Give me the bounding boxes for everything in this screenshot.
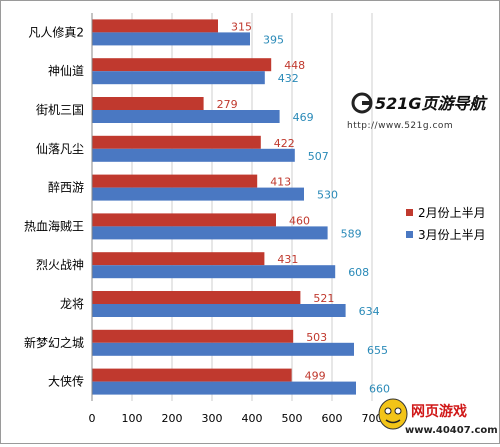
mascot-icon: [378, 398, 408, 430]
legend-swatch-mar: [406, 231, 413, 238]
x-tick-label: 400: [242, 412, 263, 425]
site-badge: 网页游戏 www.40407.com: [378, 398, 498, 436]
y-tick-label: 大侠传: [48, 374, 84, 389]
data-label: 521: [313, 292, 334, 305]
x-axis-tick-labels: 0 100 200 300 400 500 600 700: [89, 412, 383, 425]
data-label: 395: [263, 33, 284, 46]
y-tick-label: 龙将: [60, 297, 84, 311]
bar: [92, 381, 356, 395]
legend: 2月份上半月 3月份上半月: [406, 206, 486, 242]
legend-swatch-feb: [406, 209, 413, 216]
x-tick-label: 700: [362, 412, 383, 425]
bar: [92, 135, 261, 149]
x-tick-label: 0: [89, 412, 96, 425]
site-watermark-url: http://www.521g.com: [347, 121, 453, 131]
data-label: 589: [341, 227, 362, 240]
bar: [92, 174, 258, 188]
bar: [92, 97, 204, 110]
data-label: 634: [359, 305, 380, 318]
bar: [92, 71, 265, 85]
data-label: 655: [367, 344, 388, 357]
data-label: 503: [306, 331, 327, 344]
data-label: 422: [274, 137, 295, 150]
bar: [92, 110, 280, 123]
bar: [92, 148, 295, 162]
bar: [92, 58, 272, 72]
data-label: 608: [348, 266, 369, 279]
bar: [92, 226, 328, 240]
data-label: 279: [217, 98, 238, 111]
data-label: 460: [289, 214, 310, 227]
site-watermark-name: 521G页游导航: [375, 94, 489, 113]
bar: [92, 329, 294, 343]
data-label: 499: [305, 370, 326, 383]
bar: [92, 19, 218, 33]
bar: [92, 213, 276, 227]
bar: [92, 368, 292, 382]
bar: [92, 265, 336, 279]
site-logo-icon: [351, 92, 373, 114]
bars: [92, 19, 356, 395]
data-label: 432: [278, 72, 299, 85]
badge-url: www.40407.com: [405, 425, 498, 436]
x-tick-label: 200: [162, 412, 183, 425]
bar: [92, 252, 265, 266]
x-tick-label: 600: [322, 412, 343, 425]
data-label: 448: [284, 59, 305, 72]
legend-label-feb: 2月份上半月: [418, 206, 486, 220]
y-tick-label: 神仙道: [48, 64, 84, 78]
y-tick-label: 醉西游: [48, 180, 84, 195]
y-tick-label: 街机三国: [36, 103, 84, 117]
y-tick-label: 凡人修真2: [28, 24, 84, 39]
bar: [92, 304, 346, 317]
site-watermark: 521G页游导航 http://www.521g.com: [347, 92, 489, 131]
bar: [92, 291, 301, 304]
data-label: 660: [369, 383, 390, 396]
bar: [92, 187, 304, 201]
bar: [92, 342, 354, 356]
y-tick-label: 仙落凡尘: [36, 142, 84, 156]
bar: [92, 32, 250, 46]
x-tick-label: 300: [202, 412, 223, 425]
badge-title: 网页游戏: [411, 403, 467, 420]
data-label: 507: [308, 150, 329, 163]
data-label: 530: [317, 189, 338, 202]
data-label: 413: [270, 176, 291, 189]
x-tick-label: 500: [282, 412, 303, 425]
data-label: 469: [293, 111, 314, 124]
data-label: 315: [231, 20, 252, 33]
y-tick-label: 新梦幻之城: [24, 335, 84, 350]
y-tick-label: 热血海贼王: [24, 218, 84, 233]
y-tick-label: 烈火战神: [36, 258, 84, 272]
x-tick-label: 100: [122, 412, 143, 425]
data-label: 431: [277, 253, 298, 266]
legend-label-mar: 3月份上半月: [418, 228, 486, 242]
